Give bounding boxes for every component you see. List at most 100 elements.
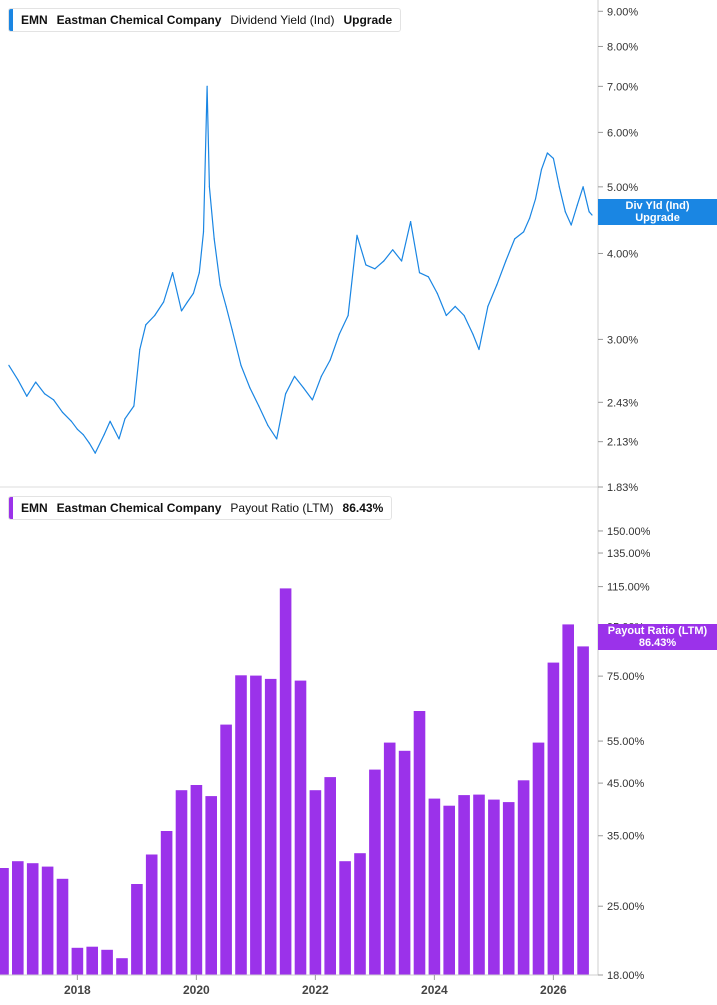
data-point xyxy=(472,333,474,335)
x-tick-label: 2018 xyxy=(64,983,91,997)
y-tick-label: 75.00% xyxy=(607,671,645,683)
y-tick-label: 25.00% xyxy=(607,901,645,913)
data-point xyxy=(338,333,340,335)
payout-ratio-bar xyxy=(116,958,128,975)
tag-value: Upgrade xyxy=(635,212,680,224)
data-point xyxy=(582,186,584,188)
data-point xyxy=(576,204,578,206)
tag-label: Payout Ratio (LTM) xyxy=(607,625,708,637)
x-tick-label: 2024 xyxy=(421,983,448,997)
data-point xyxy=(552,157,555,159)
data-point xyxy=(558,186,560,188)
y-tick-label: 4.00% xyxy=(607,248,638,260)
payout-ratio-bar xyxy=(473,794,485,975)
data-point xyxy=(478,348,480,351)
payout-ratio-bar xyxy=(413,711,426,975)
payout-ratio-bar xyxy=(86,946,98,975)
payout-ratio-bar xyxy=(175,790,188,975)
data-point xyxy=(418,272,421,274)
payout-ratio-bar xyxy=(339,861,351,975)
payout-ratio-bar xyxy=(369,769,381,975)
y-tick-label: 8.00% xyxy=(607,41,638,53)
data-point xyxy=(180,310,183,312)
data-point xyxy=(249,387,251,389)
y-tick-label: 2.43% xyxy=(607,397,638,409)
y-tick-label: 150.00% xyxy=(607,526,651,538)
data-point xyxy=(329,359,331,361)
data-point xyxy=(198,272,200,274)
payout-ratio-bar xyxy=(354,853,366,975)
legend-value: 86.43% xyxy=(342,501,384,515)
dividend-yield-line xyxy=(8,85,593,454)
payout-ratio-bar xyxy=(383,742,396,975)
data-point xyxy=(320,375,322,377)
current-value-tag: Payout Ratio (LTM) 86.43% xyxy=(598,624,717,650)
payout-ratio-bar xyxy=(56,878,69,975)
payout-ratio-bar xyxy=(309,790,322,975)
data-point xyxy=(540,168,543,170)
legend-action: Upgrade xyxy=(343,13,393,27)
data-point xyxy=(109,420,111,422)
data-point xyxy=(505,260,507,262)
payout-ratio-bar xyxy=(428,798,441,975)
data-point xyxy=(570,224,572,226)
data-point xyxy=(293,375,296,377)
tag-value: 86.43% xyxy=(638,637,677,649)
payout-ratio-legend[interactable]: EMN Eastman Chemical Company Payout Rati… xyxy=(8,496,393,520)
data-point xyxy=(591,214,593,216)
y-tick-label: 9.00% xyxy=(607,6,638,18)
payout-ratio-bar xyxy=(294,680,307,975)
y-tick-label: 2.13% xyxy=(607,437,638,449)
y-tick-label: 135.00% xyxy=(607,548,651,560)
data-point xyxy=(496,284,498,286)
data-point xyxy=(267,424,269,426)
data-point xyxy=(172,272,174,274)
payout-ratio-bar xyxy=(458,795,470,975)
legend-ticker: EMN xyxy=(21,13,48,27)
data-point xyxy=(445,314,447,317)
payout-ratio-bar xyxy=(71,947,84,975)
data-point xyxy=(529,217,531,219)
payout-ratio-bar xyxy=(577,646,589,975)
payout-ratio-bar xyxy=(398,750,411,975)
x-tick-label: 2026 xyxy=(540,983,567,997)
payout-ratio-bar xyxy=(190,785,203,975)
data-point xyxy=(82,434,84,436)
data-point xyxy=(347,314,349,317)
data-point xyxy=(26,395,28,397)
data-point xyxy=(401,260,403,262)
data-point xyxy=(154,314,156,317)
data-point xyxy=(463,314,465,317)
payout-ratio-bar xyxy=(131,884,143,975)
payout-ratio-bar xyxy=(517,780,530,975)
y-tick-label: 18.00% xyxy=(607,970,645,982)
data-point xyxy=(163,301,165,303)
payout-ratio-bar xyxy=(220,724,232,975)
legend-color-swatch xyxy=(9,497,13,519)
dividend-yield-chart xyxy=(8,85,593,454)
data-point xyxy=(392,249,394,251)
data-point xyxy=(139,348,141,351)
data-point xyxy=(88,442,90,444)
y-tick-label: 55.00% xyxy=(607,736,645,748)
data-point xyxy=(523,231,525,233)
data-point xyxy=(192,292,194,294)
payout-ratio-bar xyxy=(532,742,545,975)
data-point xyxy=(365,264,367,266)
dividend-yield-legend[interactable]: EMN Eastman Chemical Company Dividend Yi… xyxy=(8,8,402,32)
data-point xyxy=(208,186,210,188)
data-point xyxy=(225,305,227,307)
x-tick-label: 2022 xyxy=(302,983,329,997)
data-point xyxy=(118,438,120,440)
payout-ratio-bar xyxy=(205,796,217,975)
legend-company: Eastman Chemical Company xyxy=(56,501,222,515)
legend-ticker: EMN xyxy=(21,501,48,515)
data-point xyxy=(213,238,215,240)
data-point xyxy=(258,405,260,407)
y-tick-label: 7.00% xyxy=(607,81,638,93)
payout-ratio-bar xyxy=(41,866,54,975)
data-point xyxy=(383,260,385,262)
data-point xyxy=(311,399,313,401)
data-point xyxy=(410,221,412,223)
